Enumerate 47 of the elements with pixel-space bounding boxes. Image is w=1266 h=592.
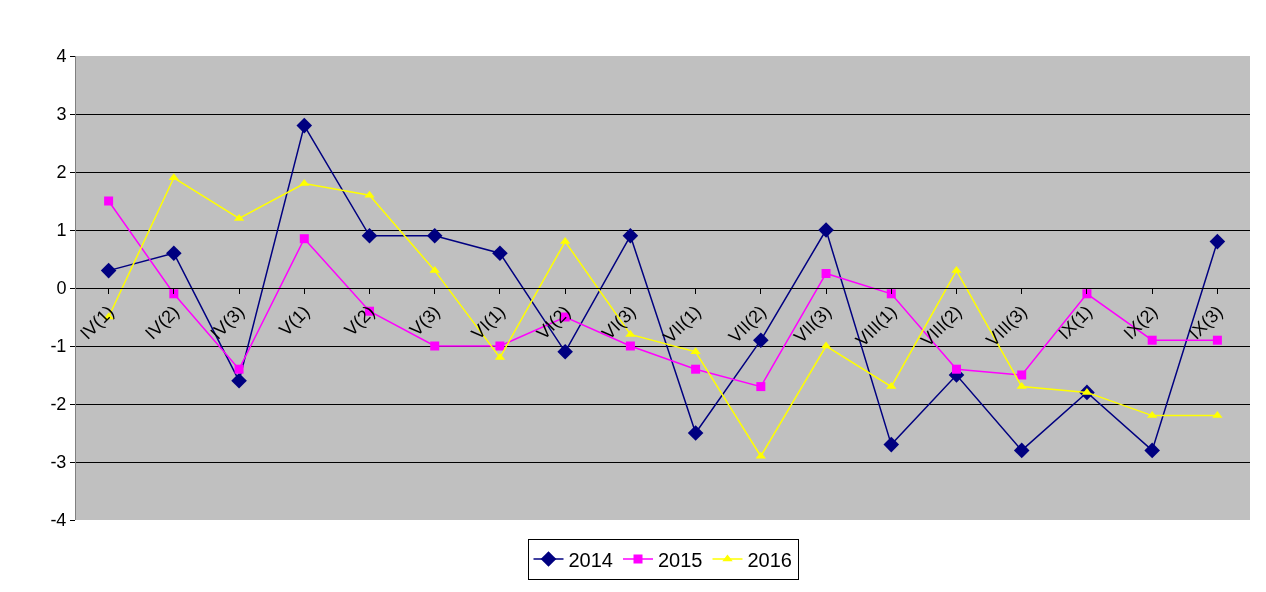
legend-label: 2014 <box>568 548 613 571</box>
point <box>687 425 704 441</box>
y-tick-label: 0 <box>56 278 67 299</box>
point <box>818 222 834 238</box>
point <box>1209 233 1226 250</box>
y-tick-label: -2 <box>50 394 67 415</box>
y-tick-label: 3 <box>56 104 67 125</box>
point <box>821 269 831 278</box>
point <box>166 245 182 261</box>
legend-label: 2016 <box>747 548 792 571</box>
point <box>690 347 701 355</box>
x-tick-label: VI(1) <box>467 301 510 344</box>
x-tick-label: V(3) <box>405 301 444 340</box>
point <box>296 117 313 134</box>
point <box>426 228 443 244</box>
y-tick-label: 2 <box>56 162 67 183</box>
y-tick-label: -1 <box>50 336 67 357</box>
point <box>883 436 900 453</box>
point <box>622 228 639 244</box>
point <box>495 341 505 351</box>
x-tick-label: V(1) <box>275 301 314 340</box>
x-tick-label: VI(2) <box>532 301 575 344</box>
y-tick-label: 4 <box>56 46 67 67</box>
point <box>1013 442 1030 459</box>
point <box>361 228 378 244</box>
x-tick-label: VI(3) <box>597 301 640 344</box>
point <box>492 245 508 261</box>
point <box>234 364 244 374</box>
point <box>557 344 573 360</box>
y-tick-label: -4 <box>50 510 67 531</box>
y-tick-label: 1 <box>56 220 67 241</box>
legend-label: 2015 <box>658 548 703 571</box>
point <box>691 364 701 374</box>
y-tick-label: -3 <box>50 452 67 473</box>
point <box>430 341 440 351</box>
point <box>299 234 309 244</box>
point <box>104 196 114 206</box>
point <box>1017 370 1027 380</box>
point <box>169 289 179 299</box>
point <box>952 364 961 374</box>
point <box>231 373 247 389</box>
x-tick-label: V(2) <box>340 301 379 340</box>
point <box>100 262 117 279</box>
point <box>756 382 766 392</box>
point <box>625 341 635 351</box>
point <box>1144 442 1160 459</box>
point <box>886 289 896 299</box>
